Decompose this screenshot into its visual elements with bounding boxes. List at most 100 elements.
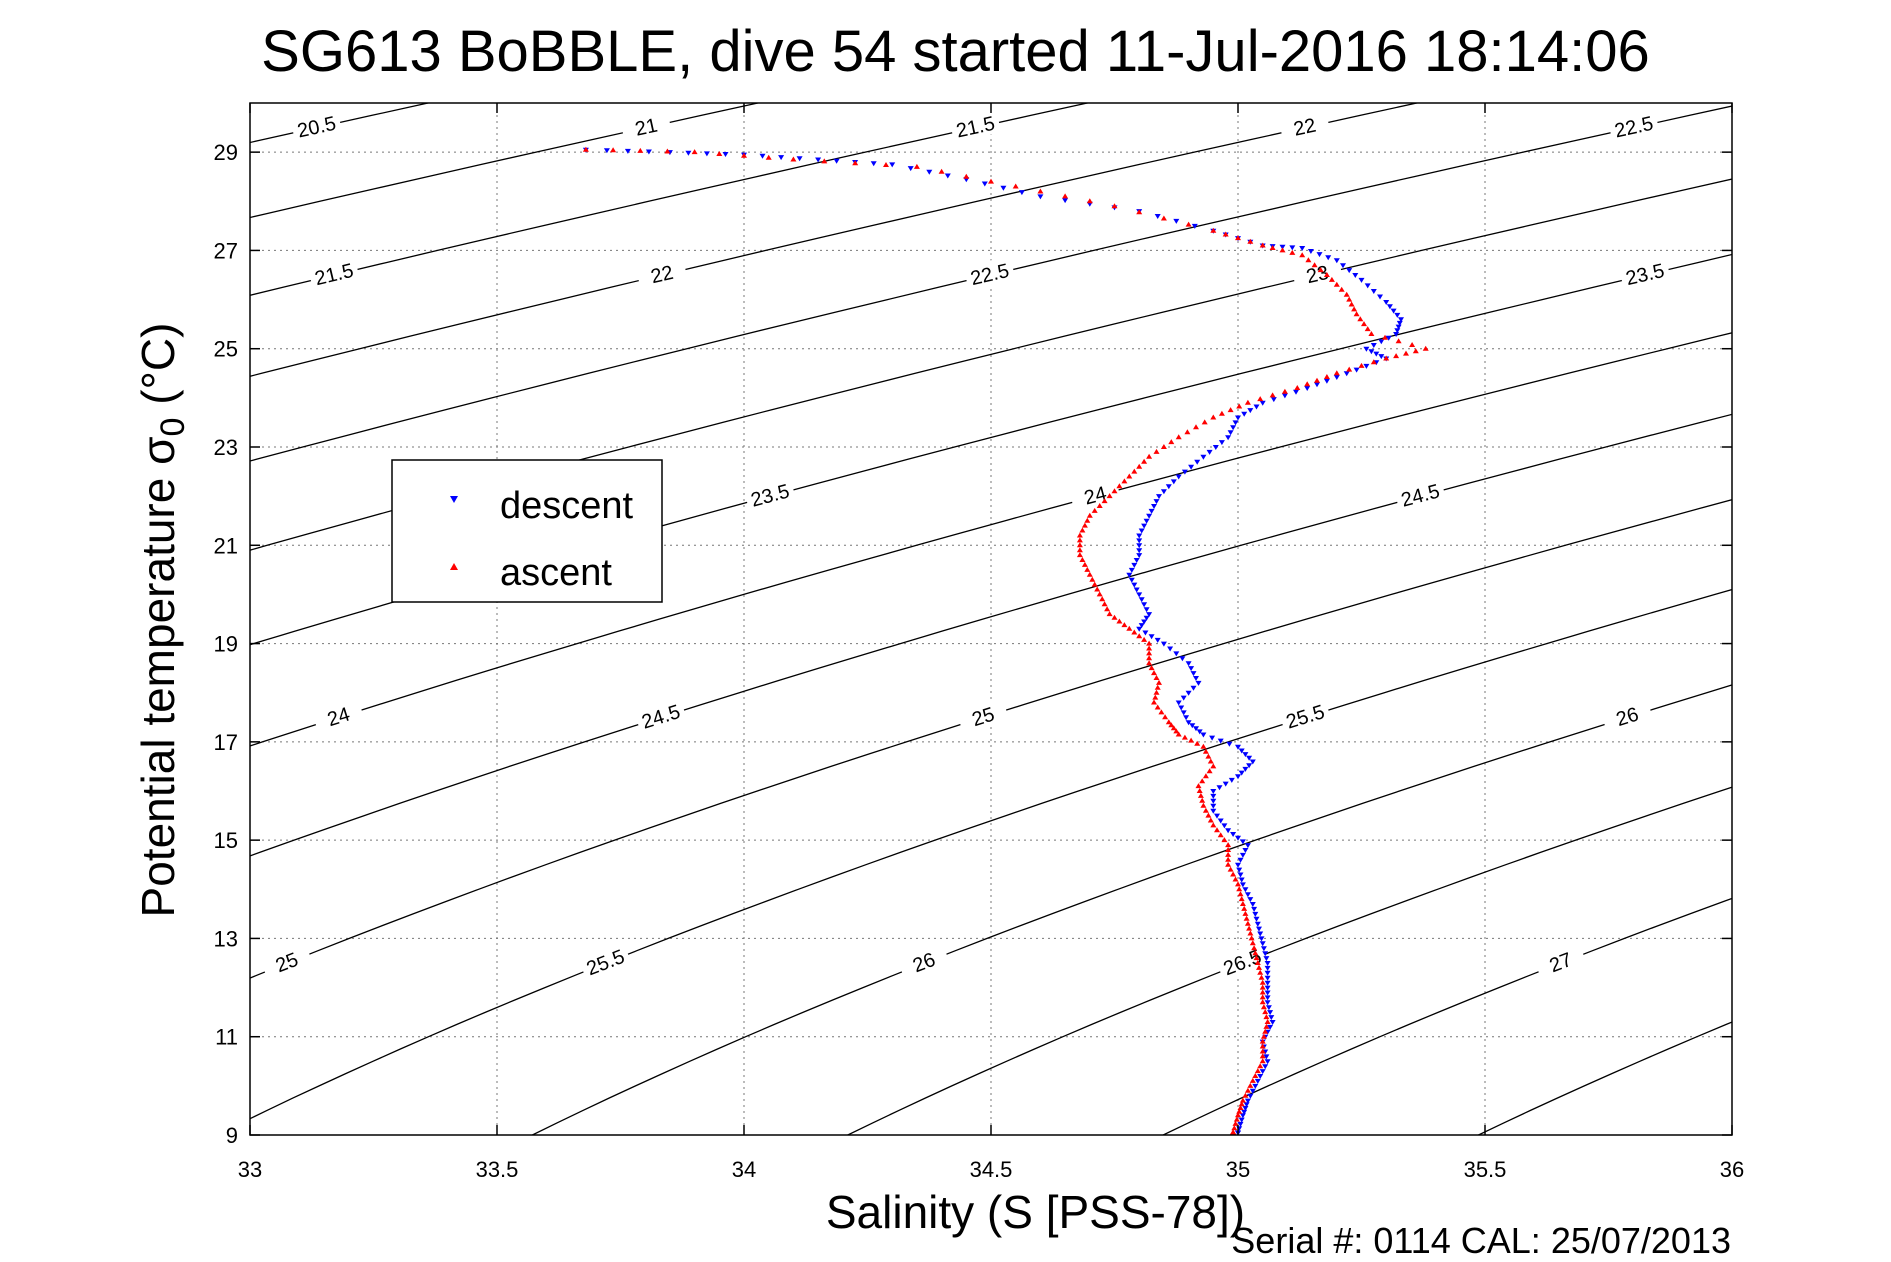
contour-label-group: 26	[896, 941, 951, 981]
descent-point	[1235, 774, 1241, 780]
ascent-point	[1131, 468, 1138, 474]
ascent-point	[1233, 1116, 1240, 1122]
contour-label: 25.5	[1284, 701, 1328, 734]
data-points	[582, 146, 1429, 1135]
ascent-point	[1383, 355, 1390, 361]
ascent-point	[1259, 984, 1266, 990]
ascent-point	[1207, 817, 1214, 823]
contour-label-group: 22.5	[963, 255, 1016, 291]
ascent-point	[1251, 945, 1258, 951]
ascent-point	[1259, 1048, 1266, 1054]
ascent-point	[1225, 851, 1232, 857]
descent-point	[1194, 459, 1201, 465]
descent-point	[1235, 415, 1241, 421]
ascent-point	[1409, 342, 1416, 347]
descent-point	[1185, 690, 1192, 696]
ascent-point	[1076, 537, 1083, 543]
x-tick-label: 34	[732, 1157, 756, 1182]
descent-point	[1244, 1098, 1251, 1104]
ascent-point	[1314, 377, 1320, 383]
ascent-point	[1153, 448, 1160, 454]
descent-point	[1383, 300, 1390, 305]
ascent-point	[790, 156, 797, 162]
ascent-point	[1116, 618, 1123, 624]
descent-point	[1237, 857, 1244, 863]
ascent-point	[1370, 359, 1377, 365]
ascent-point	[1361, 321, 1367, 327]
descent-point	[1251, 906, 1258, 912]
descent-point	[1136, 626, 1143, 632]
descent-point	[1156, 494, 1162, 500]
descent-point	[778, 155, 785, 161]
ascent-point	[1079, 527, 1086, 533]
ascent-point	[1237, 891, 1244, 897]
ascent-point	[1249, 1077, 1256, 1083]
descent-point	[1148, 508, 1155, 514]
ascent-point	[883, 162, 889, 167]
descent-point	[1364, 283, 1371, 289]
descent-point	[1000, 185, 1007, 191]
descent-point	[1178, 705, 1185, 711]
grid	[250, 103, 1732, 1135]
ascent-point	[1247, 1082, 1254, 1088]
descent-point	[981, 181, 988, 187]
ascent-point	[1238, 896, 1245, 902]
ascent-point	[1241, 905, 1248, 911]
ascent-point	[1175, 434, 1182, 440]
ascent-point	[1207, 758, 1214, 764]
descent-point	[1235, 744, 1241, 750]
descent-point	[944, 173, 951, 179]
descent-point	[1143, 518, 1150, 524]
descent-point	[1209, 735, 1216, 741]
descent-point	[1304, 386, 1311, 391]
descent-point	[1236, 867, 1243, 873]
ascent-point	[1168, 439, 1175, 445]
descent-point	[703, 151, 710, 157]
ascent-point	[1364, 326, 1371, 332]
ascent-point	[1146, 660, 1153, 666]
descent-point	[1325, 255, 1332, 261]
ascent-point	[1076, 532, 1083, 538]
descent-point	[1242, 887, 1249, 893]
ascent-point	[1146, 453, 1153, 459]
ascent-point	[1236, 886, 1243, 892]
descent-point	[1333, 258, 1340, 264]
legend-ascent-marker	[450, 563, 458, 570]
ascent-point	[1153, 675, 1160, 680]
ascent-point	[1181, 734, 1188, 740]
x-tick-label: 36	[1720, 1157, 1744, 1182]
descent-point	[1264, 965, 1271, 971]
density-contour-line	[846, 786, 1732, 1135]
contour-label: 21	[633, 114, 659, 140]
ascent-point	[1121, 622, 1128, 628]
descent-point	[1394, 312, 1401, 318]
descent-point	[1126, 572, 1133, 578]
contour-label-bg	[956, 696, 1010, 734]
descent-point	[1299, 246, 1306, 251]
ascent-point	[664, 148, 671, 154]
ascent-point	[1403, 350, 1409, 356]
contour-label-bg	[311, 696, 365, 734]
contour-label-group: 22	[635, 255, 688, 291]
descent-point	[1242, 766, 1249, 772]
ascent-point	[1210, 414, 1217, 420]
ascent-point	[1238, 1101, 1245, 1107]
ascent-point	[1244, 920, 1251, 926]
ascent-point	[1199, 778, 1206, 784]
ascent-point	[1141, 458, 1148, 464]
descent-point	[1247, 1093, 1254, 1099]
descent-point	[1378, 339, 1385, 345]
descent-point	[1228, 777, 1235, 783]
ascent-point	[1258, 974, 1265, 980]
ascent-point	[1259, 979, 1266, 985]
descent-point	[1018, 190, 1025, 196]
descent-point	[624, 148, 631, 154]
ascent-point	[1311, 262, 1318, 268]
descent-point	[1185, 661, 1192, 667]
descent-point	[1236, 1126, 1243, 1132]
density-contour-line	[250, 105, 1732, 462]
descent-point	[1239, 839, 1246, 845]
ascent-point	[1076, 547, 1083, 553]
ascent-point	[1195, 783, 1202, 789]
contour-label-bg	[634, 696, 687, 734]
